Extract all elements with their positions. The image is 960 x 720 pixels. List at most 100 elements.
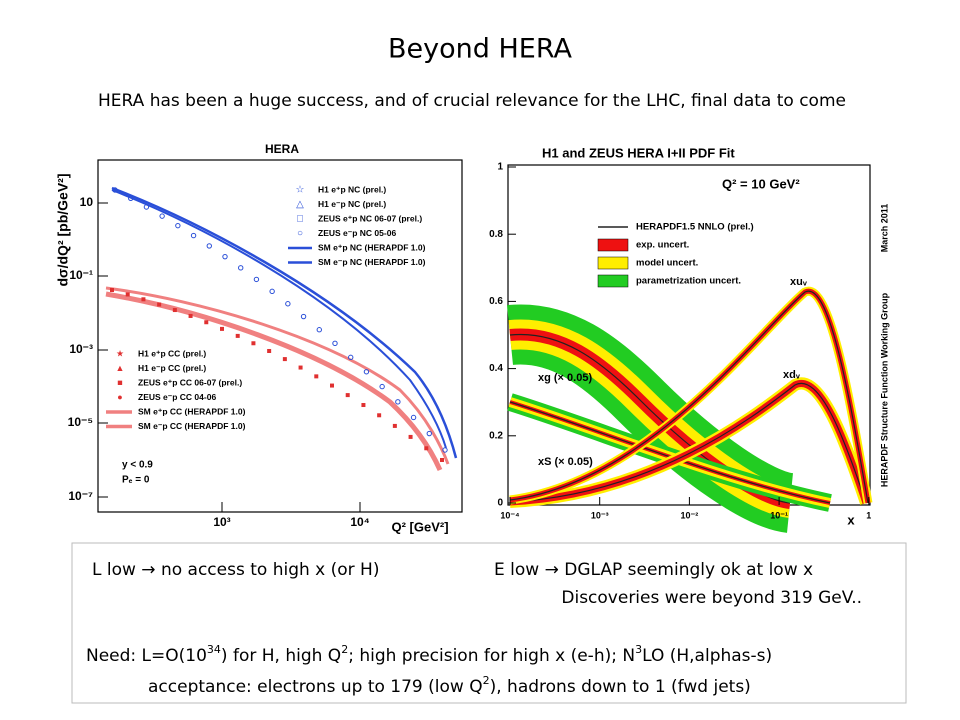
marker	[157, 302, 162, 307]
plot-title: H1 and ZEUS HERA I+II PDF Fit	[542, 145, 735, 160]
y-tick-label: 10	[80, 195, 94, 209]
curve-label: xuᵥ	[790, 276, 808, 288]
y-tick-label: 10⁻⁵	[68, 415, 93, 429]
marker	[172, 308, 177, 313]
legend-entry: model uncert.	[636, 258, 698, 269]
marker	[128, 195, 134, 201]
legend-entry: ZEUS e⁻p NC 05-06	[318, 228, 396, 238]
x-tick-label: 10⁻³	[591, 510, 609, 520]
marker	[175, 222, 181, 229]
marker	[440, 458, 444, 462]
slide-subtitle: HERA has been a huge success, and of cru…	[98, 91, 846, 111]
marker	[345, 393, 350, 398]
side-label: March 2011	[879, 204, 889, 253]
legend-entry: SM e⁻p CC (HERAPDF 1.0)	[138, 421, 246, 431]
marker	[222, 253, 228, 260]
legend-entry: H1 e⁺p NC (prel.)	[318, 184, 386, 194]
slide-title: Beyond HERA	[388, 34, 572, 65]
x-tick-label: 10⁻⁴	[500, 510, 519, 520]
y-tick-label: 0.4	[489, 363, 503, 374]
cc-curve	[105, 286, 450, 465]
legend-swatch	[597, 256, 629, 270]
text-run: LO (H,alphas-s)	[642, 646, 772, 666]
y-tick-label: 1	[497, 162, 503, 173]
legend-symbol: ■	[117, 377, 122, 387]
marker	[251, 341, 256, 346]
note-line: L low → no access to high x (or H)	[92, 560, 379, 580]
y-tick-label: 0.8	[489, 229, 503, 240]
legend-entry: ZEUS e⁻p CC 04-06	[138, 392, 216, 402]
marker	[110, 288, 114, 292]
marker	[408, 434, 413, 439]
curve-label: xg (× 0.05)	[538, 372, 592, 384]
note-line: E low → DGLAP seemingly ok at low x	[494, 560, 813, 580]
y-tick-label: 0	[497, 498, 503, 509]
left-plot: HERA dσ/dQ² [pb/GeV²] Q² [GeV²] 10 10⁻¹ 10⁻³ 1…	[55, 142, 463, 534]
marker	[204, 320, 209, 325]
marker	[410, 414, 417, 421]
marker	[316, 327, 322, 333]
marker	[363, 369, 370, 375]
notes-box	[71, 542, 907, 704]
note-line: Discoveries were beyond 319 GeV..	[561, 588, 862, 608]
legend-entry: parametrization uncert.	[636, 276, 741, 287]
superscript: 2	[483, 674, 490, 687]
legend-entry: HERAPDF1.5 NNLO (prel.)	[636, 222, 754, 233]
legend-entry: H1 e⁺p CC (prel.)	[138, 348, 206, 358]
x-tick-label: 10⁴	[350, 515, 369, 529]
marker	[442, 447, 448, 453]
note-line: acceptance: electrons up to 179 (low Q2)…	[148, 674, 751, 697]
marker	[267, 348, 272, 353]
legend-entry: H1 e⁻p CC (prel.)	[138, 363, 206, 373]
text-run: acceptance: electrons up to 179 (low Q	[148, 677, 483, 697]
legend-symbol: ○	[297, 228, 303, 239]
legend-symbol: ★	[116, 348, 124, 358]
text-run: ), hadrons down to 1 (fwd jets)	[490, 677, 751, 697]
y-axis-label: dσ/dQ² [pb/GeV²]	[55, 173, 71, 286]
text-run: ) for H, high Q	[221, 646, 341, 666]
nc-curve	[111, 189, 447, 449]
legend-swatch	[597, 238, 629, 252]
marker	[125, 292, 130, 297]
plot-note: y < 0.9	[122, 460, 153, 471]
superscript: 2	[341, 643, 348, 656]
marker	[253, 276, 260, 283]
marker	[269, 288, 275, 295]
marker	[426, 430, 432, 437]
marker	[190, 232, 197, 239]
scale-label: Q² = 10 GeV²	[722, 176, 800, 191]
marker	[332, 340, 338, 347]
legend-swatch	[597, 274, 629, 288]
marker	[424, 446, 429, 451]
right-plot: H1 and ZEUS HERA I+II PDF Fit Q² = 10 GeV…	[489, 145, 889, 533]
side-label: HERAPDF Structure Function Working Group	[879, 292, 889, 487]
marker	[282, 357, 287, 362]
curve-label: xS (× 0.05)	[538, 456, 593, 468]
legend-symbol: ▲	[116, 363, 125, 373]
legend-entry: SM e⁺p NC (HERAPDF 1.0)	[318, 242, 426, 252]
marker	[300, 313, 307, 320]
plot-title: HERA	[265, 142, 299, 156]
plot-frame	[97, 159, 463, 513]
marker	[330, 383, 334, 388]
xdv-curve	[509, 382, 867, 504]
x-axis-label: Q² [GeV²]	[391, 519, 448, 534]
y-tick-label: 10⁻¹	[69, 268, 93, 282]
legend-symbol: □	[297, 214, 303, 225]
xuv-curve	[509, 290, 869, 504]
marker	[298, 365, 303, 370]
y-tick-label: 10⁻⁷	[68, 489, 93, 503]
legend-symbol: ☆	[296, 185, 305, 196]
legend-symbol: ●	[117, 392, 122, 402]
y-tick-label: 0.2	[489, 430, 503, 441]
marker	[348, 354, 354, 361]
marker	[238, 265, 244, 271]
marker	[235, 333, 240, 338]
plot-note: Pₑ = 0	[122, 475, 150, 486]
x-tick-label: 10⁻²	[681, 510, 699, 520]
y-tick-label: 10⁻³	[69, 342, 93, 356]
y-tick-label: 0.6	[489, 296, 503, 307]
legend-entry: SM e⁻p NC (HERAPDF 1.0)	[318, 257, 426, 267]
superscript: 3	[635, 643, 642, 656]
